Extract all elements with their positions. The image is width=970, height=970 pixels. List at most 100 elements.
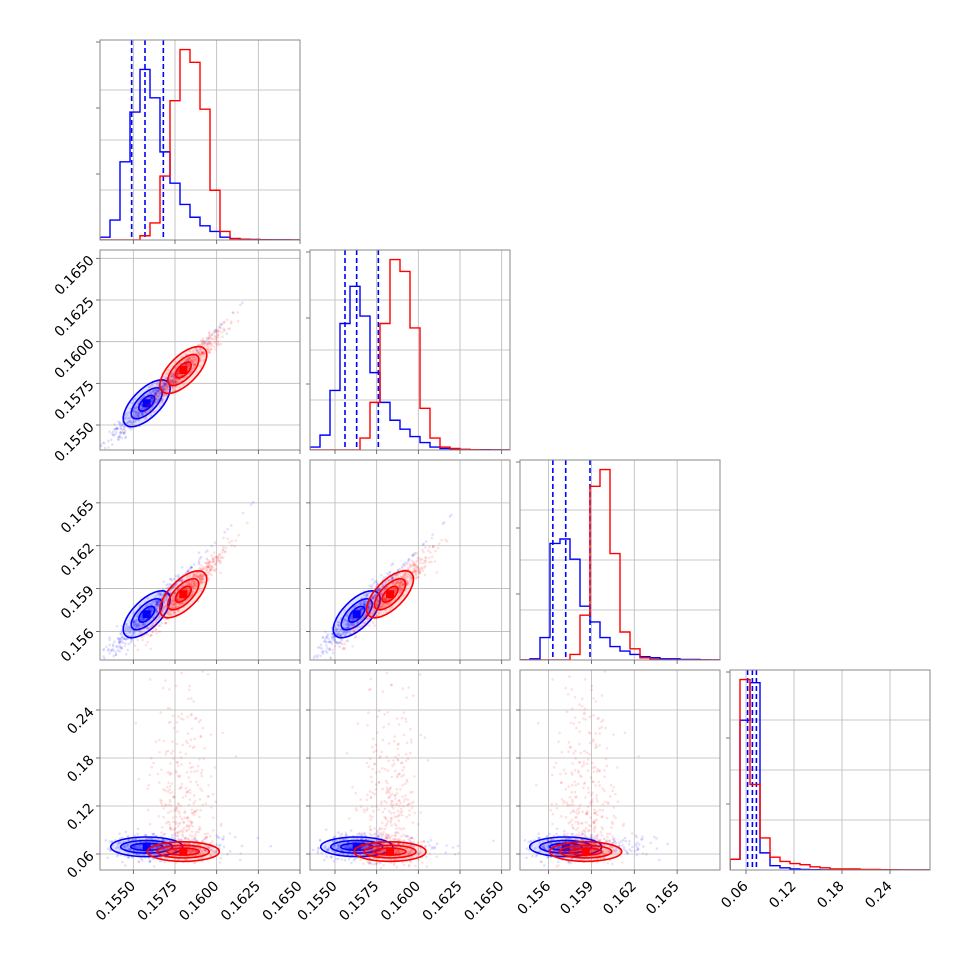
scatter-point (155, 619, 158, 622)
scatter-point (152, 619, 155, 623)
scatter-point (375, 610, 378, 613)
scatter-point (402, 582, 405, 586)
scatter-point (120, 424, 123, 427)
scatter-point (177, 822, 181, 825)
scatter-point (172, 577, 176, 581)
scatter-point (124, 638, 128, 641)
scatter-point (156, 603, 159, 607)
scatter-point (126, 855, 130, 859)
scatter-point (166, 847, 169, 850)
scatter-point (401, 583, 404, 587)
scatter-point (352, 624, 355, 627)
scatter-point (170, 380, 174, 384)
scatter-point (137, 415, 140, 418)
scatter-point (344, 834, 348, 837)
scatter-point (350, 626, 353, 630)
scatter-point (154, 624, 157, 627)
scatter-point (349, 829, 353, 832)
scatter-point (359, 602, 363, 605)
scatter-point (370, 600, 373, 604)
scatter-point (241, 301, 244, 304)
scatter-point (368, 605, 371, 609)
scatter-point (208, 343, 211, 346)
scatter-point (176, 378, 179, 382)
scatter-point (199, 580, 203, 584)
scatter-point (416, 559, 420, 563)
scatter-point (419, 558, 423, 562)
scatter-point (323, 638, 327, 641)
scatter-point (152, 599, 156, 603)
scatter-point (418, 561, 422, 565)
scatter-point (331, 648, 335, 652)
scatter-point (349, 845, 353, 848)
scatter-point (181, 601, 184, 605)
scatter-point (337, 641, 340, 644)
scatter-point (156, 401, 159, 405)
scatter-point (191, 765, 194, 769)
scatter-point (193, 574, 197, 577)
scatter-point (360, 625, 364, 628)
scatter-point (154, 394, 158, 397)
scatter-point (199, 347, 203, 351)
scatter-point (120, 646, 123, 649)
scatter-point (148, 773, 152, 777)
scatter-point (118, 423, 122, 427)
scatter-point (372, 597, 375, 600)
scatter-point (213, 563, 217, 566)
scatter-point (363, 602, 366, 605)
scatter-point (139, 857, 143, 861)
scatter-point (356, 608, 360, 612)
scatter-point (180, 817, 184, 821)
scatter-point (360, 846, 364, 849)
scatter-point (200, 771, 203, 775)
scatter-point (165, 583, 168, 587)
scatter-point (132, 620, 136, 623)
scatter-point (203, 747, 206, 750)
scatter-point (165, 394, 169, 397)
scatter-point (393, 591, 397, 595)
scatter-point (159, 845, 162, 849)
scatter-point (156, 845, 160, 848)
scatter-point (222, 329, 226, 333)
scatter-point (231, 311, 235, 315)
scatter-point (202, 566, 206, 569)
scatter-point (338, 842, 341, 846)
scatter-point (118, 845, 121, 848)
scatter-point (205, 565, 209, 568)
scatter-point (363, 604, 367, 607)
scatter-point (170, 379, 173, 383)
scatter-point (209, 342, 213, 345)
scatter-point (336, 628, 339, 631)
scatter-point (177, 809, 180, 813)
scatter-point (129, 421, 132, 424)
y-tick-label: 0.1575 (52, 378, 98, 424)
scatter-point (204, 844, 207, 847)
scatter-point (344, 630, 347, 634)
scatter-point (364, 837, 368, 841)
scatter-point (180, 356, 183, 359)
scatter-point (229, 320, 233, 323)
scatter-point (400, 582, 403, 586)
scatter-point (121, 428, 125, 432)
scatter-point (370, 608, 373, 611)
scatter-point (214, 555, 218, 558)
scatter-point (133, 411, 137, 414)
scatter-point (184, 842, 187, 845)
scatter-point (148, 678, 152, 681)
scatter-point (422, 566, 426, 569)
scatter-point (127, 626, 130, 630)
scatter-point (215, 330, 219, 333)
scatter-point (378, 587, 381, 590)
scatter-point (152, 394, 156, 397)
y-tick-label: 0.162 (58, 540, 98, 580)
scatter-point (368, 861, 371, 865)
scatter-point (114, 650, 118, 654)
scatter-point (154, 602, 158, 605)
scatter-point (195, 358, 198, 361)
scatter-point (200, 343, 204, 347)
scatter-point (181, 718, 185, 721)
scatter-point (373, 593, 377, 597)
scatter-point (381, 834, 384, 837)
scatter-point (175, 807, 179, 810)
scatter-point (172, 381, 175, 385)
